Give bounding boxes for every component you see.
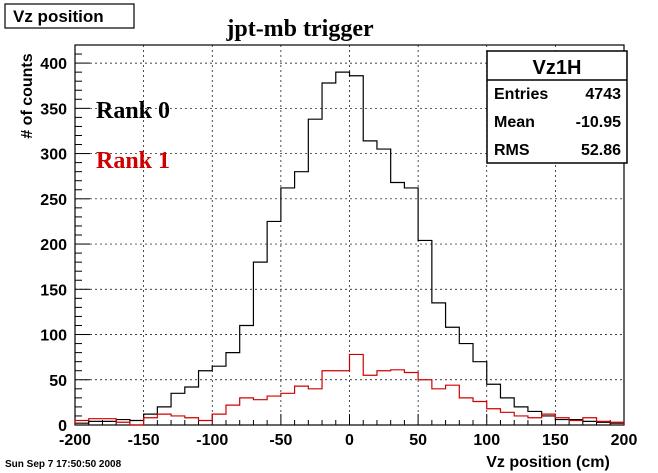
y-tick-label: 200	[40, 237, 67, 254]
canvas-title-box: Vz position	[4, 3, 135, 29]
x-tick-label: 100	[473, 432, 500, 449]
stats-name: Vz1H	[533, 57, 582, 79]
series-line	[74, 353, 625, 426]
x-tick-label: 0	[345, 432, 354, 449]
x-tick-label: -50	[269, 432, 292, 449]
y-tick-label: 150	[40, 282, 67, 299]
x-tick-label: 50	[409, 432, 427, 449]
x-tick-label: -150	[128, 432, 160, 449]
y-tick-label: 50	[49, 373, 67, 390]
y-tick-labels: 0 50 100 150 200 250 300 350 400	[40, 56, 67, 435]
y-tick-label: 400	[40, 56, 67, 73]
stats-rms-label: RMS	[494, 142, 530, 159]
stats-mean-value: -10.95	[576, 114, 621, 131]
rank0-label: Rank 0	[96, 98, 170, 124]
stats-rms-value: 52.86	[581, 142, 621, 159]
y-tick-label: 0	[58, 418, 67, 435]
canvas-title: Vz position	[13, 7, 104, 26]
stats-entries-label: Entries	[494, 86, 548, 103]
x-tick-label: 200	[611, 432, 638, 449]
series-line	[74, 71, 625, 425]
chart-title: jpt-mb trigger	[225, 16, 374, 42]
stats-box: Vz1H Entries 4743 Mean -10.95 RMS 52.86	[486, 50, 628, 164]
x-axis-label: Vz position (cm)	[486, 454, 610, 471]
series-0	[74, 71, 625, 425]
y-tick-label: 250	[40, 192, 67, 209]
series-1	[74, 353, 625, 426]
stats-mean-label: Mean	[494, 114, 535, 131]
stats-entries-value: 4743	[585, 86, 621, 103]
rank1-label: Rank 1	[96, 148, 170, 174]
y-axis-label: # of counts	[19, 53, 36, 138]
timestamp: Sun Sep 7 17:50:50 2008	[5, 459, 122, 470]
x-tick-label: -100	[196, 432, 228, 449]
y-tick-label: 100	[40, 328, 67, 345]
x-tick-labels: -200 -150 -100 -50 0 50 100 150 200	[59, 432, 637, 449]
x-tick-label: 150	[542, 432, 569, 449]
x-tick-label: -200	[59, 432, 91, 449]
y-tick-label: 300	[40, 147, 67, 164]
y-tick-label: 350	[40, 101, 67, 118]
series-group	[74, 71, 625, 426]
